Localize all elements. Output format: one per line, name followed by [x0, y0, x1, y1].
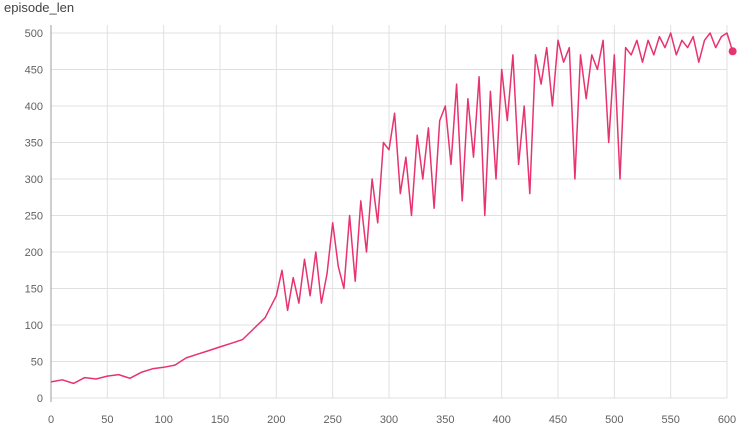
series-line	[50, 32, 734, 385]
x-tick-label: 250	[323, 414, 341, 426]
y-tick-label: 450	[25, 65, 43, 77]
x-tick-label: 450	[549, 414, 567, 426]
y-tick-labels: 0 50 100 150 200 250 300 350 400 450 500	[25, 28, 43, 405]
y-tick-label: 100	[25, 320, 43, 332]
x-tick-label: 100	[154, 414, 172, 426]
x-tick-label: 550	[661, 414, 679, 426]
x-tick-labels: 0 50 100 150 200 250 300 350 400 450 500 550 600	[48, 414, 736, 426]
x-tick-label: 0	[48, 414, 54, 426]
x-tick-label: 400	[492, 414, 510, 426]
x-tick-label: 600	[718, 414, 736, 426]
y-tick-label: 200	[25, 247, 43, 259]
y-tick-label: 250	[25, 211, 43, 223]
y-tick-label: 50	[31, 357, 43, 369]
y-tick-label: 350	[25, 138, 43, 150]
chart-title: episode_len	[4, 0, 75, 15]
x-tick-label: 200	[267, 414, 285, 426]
y-tick-label: 300	[25, 174, 43, 186]
x-tick-label: 50	[101, 414, 113, 426]
series-end-marker	[728, 47, 737, 56]
y-tick-label: 150	[25, 284, 43, 296]
grid	[50, 25, 728, 399]
x-tick-label: 300	[380, 414, 398, 426]
x-tick-label: 150	[211, 414, 229, 426]
y-tick-label: 0	[37, 393, 43, 405]
y-tick-label: 500	[25, 28, 43, 40]
x-tick-label: 350	[436, 414, 454, 426]
y-tick-label: 400	[25, 101, 43, 113]
x-tick-label: 500	[605, 414, 623, 426]
